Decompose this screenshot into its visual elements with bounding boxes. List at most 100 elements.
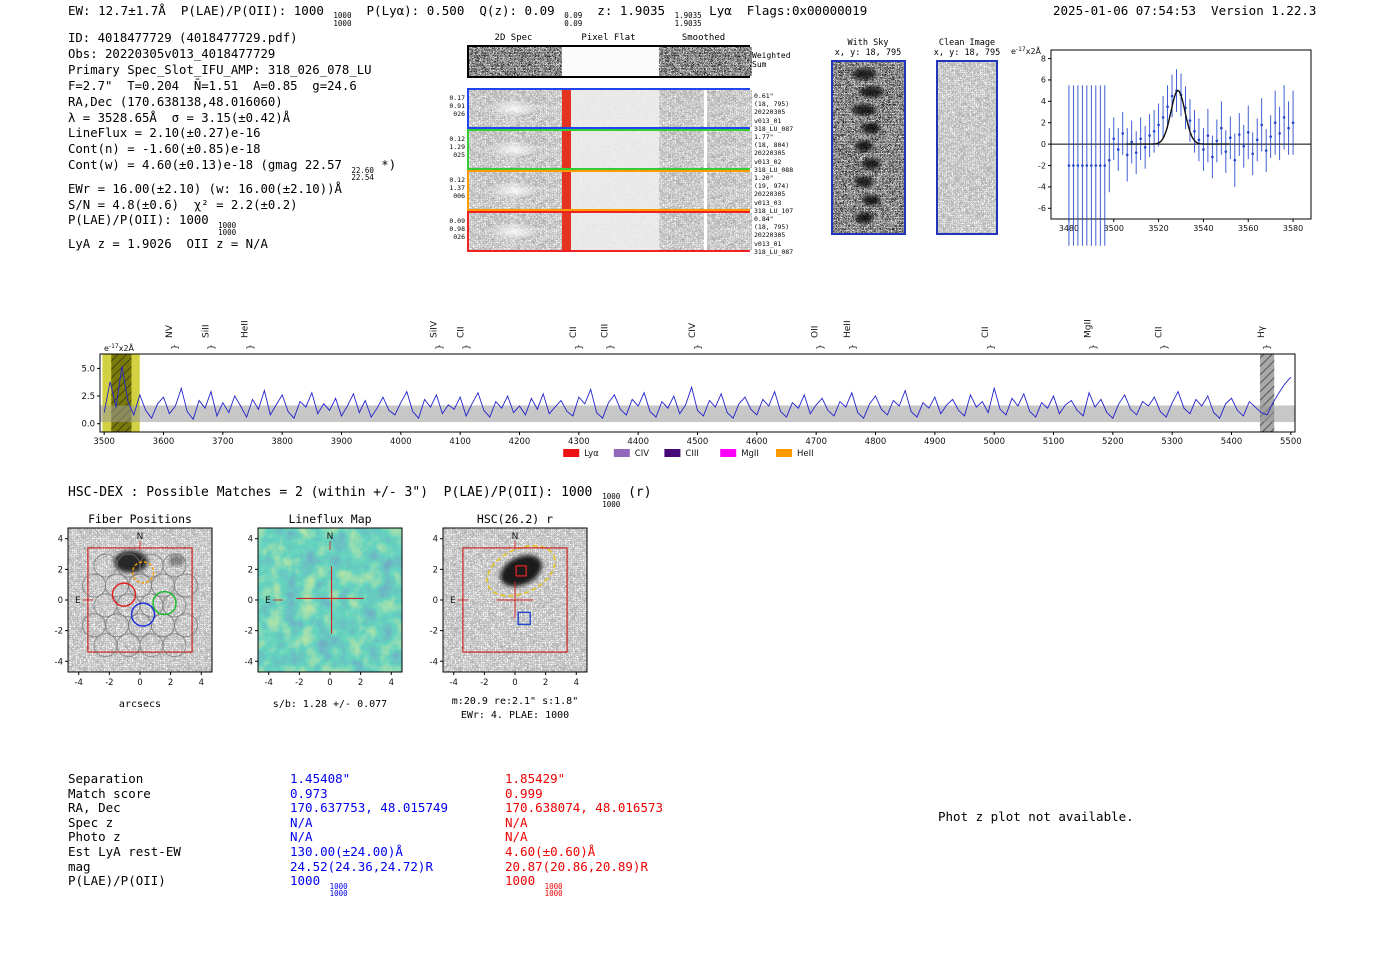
pixelflat-image	[562, 90, 659, 127]
spec2d-header-2dspec: 2D Spec	[494, 33, 533, 43]
spec2d-image	[469, 47, 562, 76]
svg-text:-2: -2	[245, 627, 253, 637]
compass-east: E	[450, 596, 456, 606]
info-line: RA,Dec (170.638138,48.016060)	[68, 94, 283, 109]
svg-text:3580: 3580	[1283, 224, 1303, 233]
fiber-id-labels: 0.61" (18, 795) 20220305 v013_01 318_LU_087	[754, 92, 794, 133]
line-marker-label: CII	[981, 326, 991, 338]
flux-units-annotation: e-17x2Å	[104, 342, 135, 353]
svg-text:2: 2	[1041, 119, 1046, 128]
match-table-value: 0.999	[505, 785, 543, 801]
match-table-label: Spec z	[68, 814, 114, 830]
info-line: EWr = 16.00(±2.10) (w: 16.00(±2.10))Å	[68, 181, 342, 196]
match-table-value: 1000 1000 1000	[505, 873, 563, 899]
svg-text:3560: 3560	[1238, 224, 1258, 233]
svg-text:8: 8	[1041, 54, 1046, 63]
legend-label: Lyα	[584, 449, 599, 459]
svg-text:4: 4	[389, 678, 394, 688]
legend-swatch	[664, 449, 681, 457]
withsky-label: With Sky x, y: 18, 795	[820, 38, 916, 58]
svg-text:6: 6	[1041, 76, 1046, 85]
svg-text:3600: 3600	[153, 437, 175, 447]
line-marker-label: MgII	[1083, 319, 1093, 338]
svg-text:5300: 5300	[1161, 437, 1183, 447]
emission-spot	[485, 139, 543, 160]
match-table-labels: Separation Match score RA, Dec Spec z Photo …	[68, 771, 181, 889]
svg-text:2: 2	[58, 565, 63, 575]
line-center-marker	[704, 172, 707, 209]
hsc-caption-ewr-plae: EWr: 4. PLAE: 1000	[460, 710, 570, 721]
line-marker-brace: {	[461, 344, 471, 350]
info-line: Obs: 20220305v013_4018477729	[68, 46, 276, 61]
info-line: P(LAE)/P(OII): 1000 1000 1000	[68, 213, 237, 238]
svg-text:2: 2	[358, 678, 363, 688]
line-marker-brace: {	[169, 344, 179, 350]
match-table-label: Est LyA rest-EW	[68, 843, 181, 859]
compass-north: N	[327, 532, 334, 542]
line-marker-label: CIV	[688, 322, 698, 338]
svg-text:4200: 4200	[509, 437, 531, 447]
svg-text:4: 4	[248, 535, 253, 545]
svg-text:0: 0	[327, 678, 332, 688]
spec2d-row: 0.12 1.37 006 1.20" (19, 974) 20220305 v013_03…	[449, 170, 793, 215]
line-marker-brace: {	[692, 344, 702, 350]
match-table-value: N/A	[290, 829, 313, 845]
svg-text:3500: 3500	[93, 437, 115, 447]
bad-pixel-stripe	[562, 172, 571, 209]
line-marker-label: CII	[457, 326, 467, 338]
candidate1-marker-red	[515, 565, 527, 577]
legend-label: CIII	[685, 449, 698, 459]
info-line: F=2.7" T=0.204 N̄=1.51 A=0.85 g=24.6	[68, 78, 357, 93]
svg-text:-2: -2	[430, 627, 438, 637]
svg-text:2.5: 2.5	[81, 392, 95, 402]
match-table-value: 130.00(±24.00)Å	[290, 843, 403, 859]
match-table-value: 170.637753, 48.015749	[290, 800, 449, 816]
lineflux-map-cutout: -4 -4 -2 -2 0 0 2 2 4 4 N E	[245, 527, 403, 688]
svg-text:4300: 4300	[568, 437, 590, 447]
line-marker-brace: {	[245, 344, 255, 350]
svg-text:4000: 4000	[390, 437, 412, 447]
fiber-weight-labels: 0.12 1.37 006	[449, 176, 465, 201]
pixelflat-image	[562, 213, 659, 250]
svg-text:0: 0	[137, 678, 142, 688]
svg-text:3800: 3800	[271, 437, 293, 447]
clean-image-panel	[936, 60, 998, 235]
line-marker-brace: {	[1261, 344, 1271, 350]
match-table-value: 0.973	[290, 785, 328, 801]
fiber-weight-labels: 0.17 0.91 026	[449, 94, 465, 119]
svg-text:4600: 4600	[746, 437, 768, 447]
fiber-highlight-orange	[131, 561, 155, 584]
svg-text:3500: 3500	[1104, 224, 1124, 233]
match-table-candidate1: 1.45408" 0.973 170.637753, 48.015749 N/A N/A…	[290, 771, 449, 898]
match-table-label: P(LAE)/P(OII)	[68, 873, 166, 889]
info-line: Cont(w) = 4.60(±0.13)e-18 (gmag 22.57 22…	[68, 158, 397, 183]
svg-text:4400: 4400	[627, 437, 649, 447]
fiber-id-labels: 0.84" (18, 795) 20220305 v013_01 318_LU_087	[754, 215, 794, 256]
fiber-highlight-green	[152, 590, 177, 616]
match-table-label: Separation	[68, 771, 144, 786]
fiber-positions-cutout: -4 -4 -2 -2 0 0 2 2 4 4 N E	[55, 527, 213, 688]
line-marker-label: CII	[569, 326, 579, 338]
svg-text:0: 0	[1041, 140, 1046, 149]
legend-swatch	[776, 449, 792, 457]
line-marker-label: HeII	[843, 320, 853, 338]
spec2d-rows-container: 0.17 0.91 026 0.61" (18, 795) 20220305 v013_01…	[449, 45, 793, 257]
line-center-marker	[704, 131, 707, 168]
svg-text:4: 4	[1041, 97, 1046, 106]
match-table-label: Photo z	[68, 829, 121, 845]
emission-spot	[485, 221, 543, 242]
line-marker-label: CII	[1154, 326, 1164, 338]
info-line: λ = 3528.65Å σ = 3.15(±0.42)Å	[68, 110, 291, 125]
line-marker-brace: {	[1158, 344, 1168, 350]
photz-note: Phot z plot not available.	[938, 809, 1134, 824]
line-center-marker	[704, 213, 707, 250]
legend-label: MgII	[741, 449, 759, 459]
svg-text:4500: 4500	[687, 437, 709, 447]
withsky-coords: x, y: 18, 795	[834, 48, 902, 58]
lineflux-caption: s/b: 1.28 +/- 0.077	[272, 699, 388, 710]
withsky-title: With Sky	[847, 38, 889, 48]
svg-text:0.0: 0.0	[81, 420, 95, 430]
svg-text:3520: 3520	[1148, 224, 1168, 233]
info-line: Cont(n) = -1.60(±0.85)e-18	[68, 142, 261, 157]
line-marker-brace: {	[573, 344, 583, 350]
